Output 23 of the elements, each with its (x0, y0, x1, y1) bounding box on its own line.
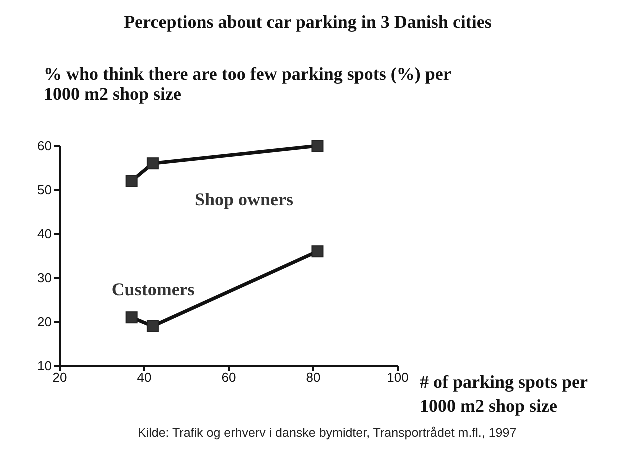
y-tick-label: 10 (38, 358, 52, 374)
y-axis-title: % who think there are too few parking spots (%) per 1000 m2 shop size (44, 64, 452, 104)
x-tick-label: 80 (306, 370, 321, 386)
chart-title: Perceptions about car parking in 3 Danish cities (123, 12, 493, 33)
x-tick-label: 40 (137, 370, 152, 386)
point (126, 312, 138, 324)
point (146, 158, 159, 170)
y-tick-label: 40 (38, 226, 52, 242)
point (146, 320, 159, 332)
point (312, 140, 324, 152)
series-label: Shop owners (194, 190, 294, 210)
x-tick-label: 60 (222, 370, 236, 386)
y-tick-label: 30 (38, 270, 52, 286)
y-tick-label: 20 (38, 314, 52, 330)
x-tick-label: 100 (387, 370, 409, 386)
text: Kilde: Trafik og erhverv i danske bymidter, Transportrådet m.fl., 1997 (138, 426, 517, 440)
x-axis-title: # of parking spots per 1000 m2 shop size (420, 371, 589, 418)
y-tick-label: 50 (38, 182, 52, 198)
point (312, 246, 324, 258)
point (126, 175, 138, 188)
y-tick-label: 60 (38, 138, 52, 154)
x-tick-label: 20 (52, 370, 68, 386)
series-label: Customers (112, 280, 195, 300)
